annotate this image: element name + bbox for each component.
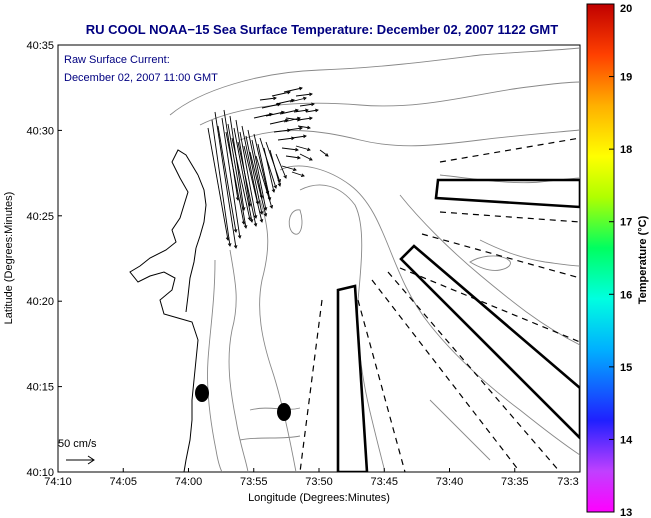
current-vector [237, 141, 258, 227]
current-vector [281, 147, 299, 152]
current-vector [229, 115, 246, 211]
current-vector [249, 151, 268, 217]
map-layer: 50 cm/s [58, 47, 580, 472]
current-vector [245, 135, 264, 215]
plot-frame [57, 44, 581, 473]
y-tick-label: 40:10 [26, 467, 54, 479]
x-tick-label: 73:3 [557, 476, 578, 488]
scale-arrow [66, 455, 95, 465]
current-vector [297, 116, 313, 121]
current-vector [291, 171, 305, 177]
colorbar-tick-label: 14 [620, 434, 633, 446]
current-vector [214, 111, 238, 249]
colorbar [586, 3, 615, 513]
current-vector [207, 127, 230, 241]
current-vector [251, 139, 268, 211]
current-vector [265, 141, 281, 183]
current-vector [299, 102, 315, 107]
current-vector [221, 117, 242, 239]
current-vector [289, 96, 307, 103]
current-vector [285, 117, 301, 122]
current-vector [233, 127, 254, 223]
current-vector [227, 123, 248, 229]
colorbar-tick-label: 15 [620, 362, 632, 374]
buoy-marker [195, 384, 209, 402]
current-vector [235, 119, 252, 207]
current-vector [297, 125, 311, 130]
x-axis-ticks: 74:10 74:05 74:00 73:55 73:50 73:45 73:40 73:35… [44, 468, 581, 488]
radar-beams [336, 178, 580, 472]
y-tick-label: 40:15 [26, 382, 54, 394]
colorbar-tick-label: 20 [620, 3, 632, 15]
current-vector [259, 96, 277, 101]
x-tick-label: 74:10 [44, 476, 72, 488]
colorbar-tick-label: 13 [620, 507, 632, 518]
current-vector [255, 155, 274, 209]
current-vector [295, 92, 313, 97]
current-vector [285, 155, 301, 160]
coastline [129, 149, 199, 472]
current-vector [241, 125, 260, 205]
current-vector [239, 131, 258, 219]
current-vector [253, 112, 273, 119]
current-vector [247, 129, 264, 199]
colorbar-tick-label: 17 [620, 217, 632, 229]
colorbar-tick-label: 16 [620, 289, 632, 301]
bathymetry-contours [169, 47, 580, 472]
current-vector [217, 125, 238, 233]
current-vector [295, 145, 311, 152]
surface-current-vectors [207, 86, 329, 249]
chart-title: RU COOL NOAA−15 Sea Surface Temperature:… [86, 22, 558, 37]
x-tick-label: 73:35 [501, 476, 529, 488]
y-tick-label: 40:30 [26, 125, 54, 137]
current-vector [223, 109, 240, 201]
colorbar-ticks: 20 19 18 17 16 15 14 13 [609, 3, 633, 518]
current-vector [291, 134, 307, 139]
current-vector [253, 133, 270, 195]
x-tick-label: 74:05 [109, 476, 137, 488]
sandy-hook-spit [195, 174, 207, 249]
x-tick-label: 74:00 [175, 476, 203, 488]
y-axis-ticks: 40:35 40:30 40:25 40:20 40:15 40:10 [26, 40, 62, 479]
y-tick-label: 40:35 [26, 40, 54, 52]
inner-shoreline [185, 247, 197, 313]
colorbar-tick-label: 19 [620, 72, 632, 84]
current-vector [281, 165, 297, 172]
current-vector [283, 86, 303, 93]
current-label-line2: December 02, 2007 11:00 GMT [64, 72, 218, 84]
x-tick-label: 73:50 [305, 476, 333, 488]
colorbar-label: Temperature (°C) [637, 215, 649, 304]
current-vector [293, 108, 309, 113]
current-label-line1: Raw Surface Current: [64, 54, 170, 66]
current-vector [211, 119, 232, 247]
x-axis-label: Longitude (Degrees:Minutes) [248, 492, 390, 504]
current-vector [305, 108, 319, 113]
x-tick-label: 73:40 [436, 476, 464, 488]
current-vector [259, 137, 278, 189]
current-vector [299, 153, 313, 161]
current-vector [243, 145, 264, 223]
current-vector [287, 126, 303, 131]
y-axis-label: Latitude (Degrees:Minutes) [3, 192, 15, 325]
colorbar-tick-label: 18 [620, 144, 632, 156]
buoy-marker [277, 403, 291, 421]
current-vector [319, 149, 329, 157]
x-tick-label: 73:45 [370, 476, 398, 488]
scale-label: 50 cm/s [58, 438, 97, 450]
current-vector [275, 153, 287, 179]
x-tick-label: 73:55 [240, 476, 268, 488]
radar-spokes [299, 137, 580, 472]
y-tick-label: 40:20 [26, 296, 54, 308]
y-tick-label: 40:25 [26, 211, 54, 223]
